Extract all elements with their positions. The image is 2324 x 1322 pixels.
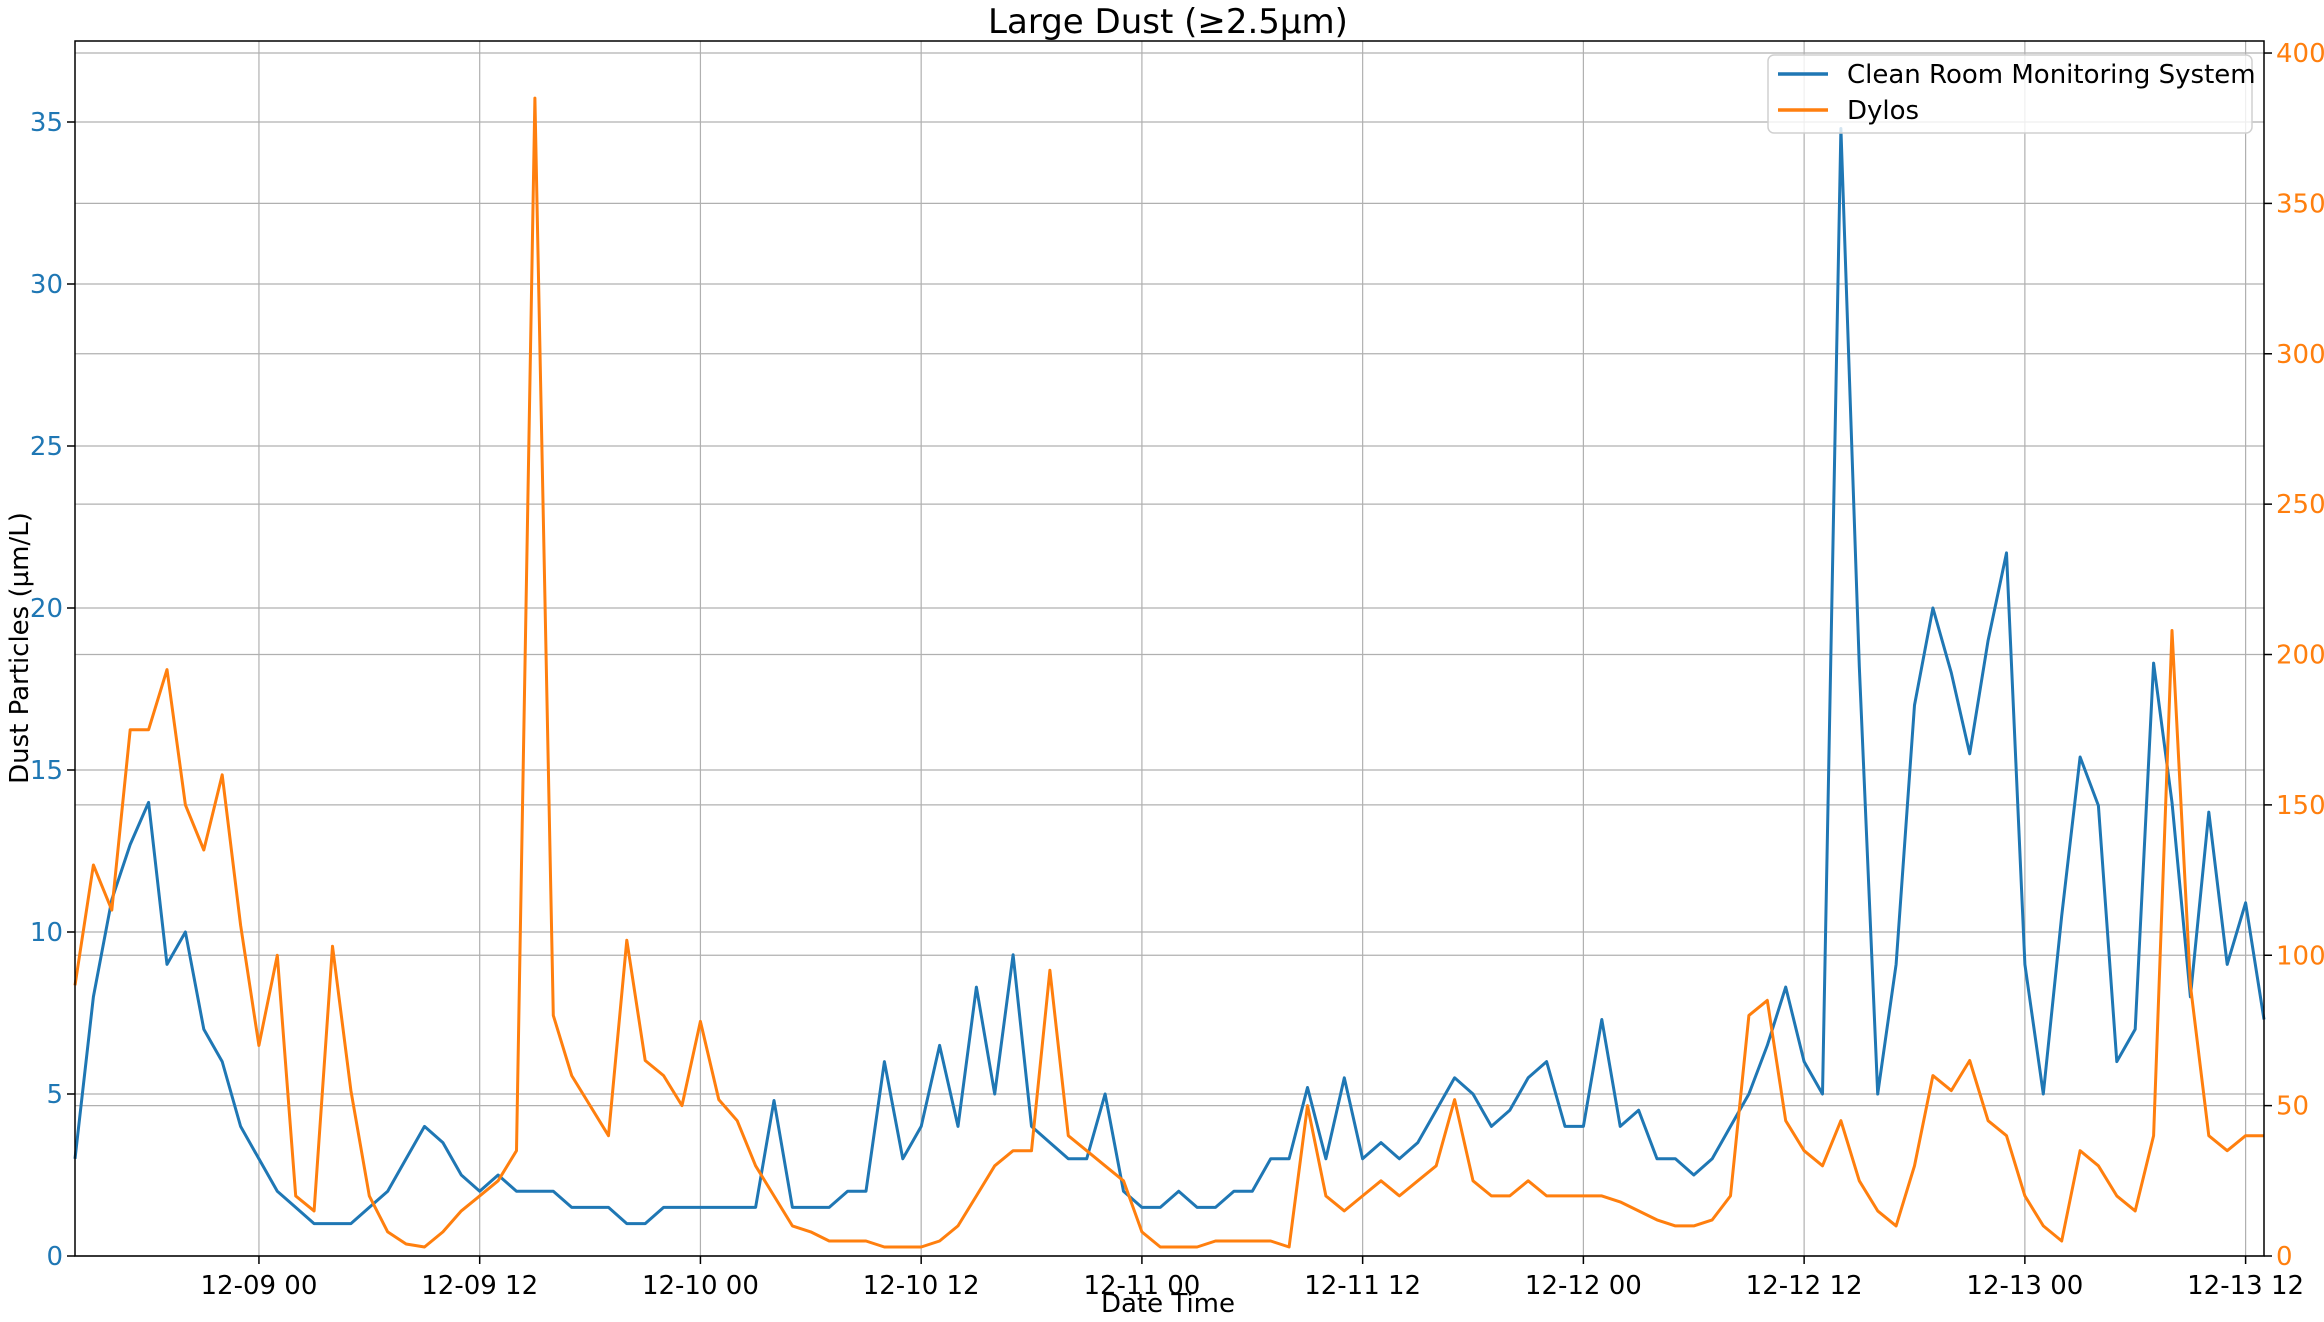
- legend-label-dylos: Dylos: [1847, 96, 1919, 126]
- y-axis-left-ticks: 0 5 10 15 20 25 30 35: [30, 108, 75, 1272]
- y-right-tick-label: 300: [2276, 340, 2324, 370]
- y-left-tick-label: 5: [46, 1080, 63, 1110]
- series-line-crms: [73, 127, 2266, 1226]
- series-lines: [73, 96, 2266, 1249]
- x-tick-label: 12-12 12: [1746, 1271, 1863, 1301]
- y-right-tick-label: 400: [2276, 39, 2324, 69]
- y-left-tick-label: 35: [30, 108, 63, 138]
- x-tick-label: 12-13 00: [1966, 1271, 2083, 1301]
- y-left-tick-label: 0: [46, 1242, 63, 1272]
- x-tick-label: 12-09 00: [200, 1271, 317, 1301]
- legend: Clean Room Monitoring System Dylos: [1767, 54, 2256, 134]
- series-line-dylos: [73, 96, 2264, 1249]
- y-right-tick-label: 150: [2276, 791, 2324, 821]
- y-left-tick-label: 25: [30, 432, 63, 462]
- y-left-tick-label: 30: [30, 270, 63, 300]
- x-tick-label: 12-11 12: [1304, 1271, 1421, 1301]
- y-left-tick-label: 10: [30, 918, 63, 948]
- y-right-tick-label: 200: [2276, 641, 2324, 671]
- plot-frame: [74, 40, 2265, 1257]
- x-tick-label: 12-12 00: [1525, 1271, 1642, 1301]
- legend-label-crms: Clean Room Monitoring System: [1847, 60, 2256, 90]
- x-tick-label: 12-10 00: [642, 1271, 759, 1301]
- legend-box: [1767, 54, 2253, 134]
- y-right-tick-label: 350: [2276, 189, 2324, 219]
- y-right-tick-label: 100: [2276, 941, 2324, 971]
- y-right-tick-label: 250: [2276, 490, 2324, 520]
- chart-title: Large Dust (≥2.5µm): [988, 2, 1348, 42]
- x-axis-ticks: 12-09 00 12-09 12 12-10 00 12-10 12 12-11 00…: [200, 1256, 2304, 1301]
- y-axis-right-ticks: 0 50 100 150 200 250 300 350 400: [2264, 39, 2324, 1272]
- y-right-tick-label: 50: [2276, 1092, 2309, 1122]
- x-tick-label: 12-13 12: [2187, 1271, 2304, 1301]
- y-left-tick-label: 20: [30, 594, 63, 624]
- y-left-tick-label: 15: [30, 756, 63, 786]
- grid-lines: [75, 41, 2264, 1257]
- x-tick-label: 12-10 12: [863, 1271, 980, 1301]
- x-tick-label: 12-11 00: [1083, 1271, 1200, 1301]
- y-right-tick-label: 0: [2276, 1242, 2293, 1272]
- x-axis-label: Date Time: [1101, 1289, 1235, 1319]
- x-tick-label: 12-09 12: [421, 1271, 538, 1301]
- y-axis-label: Dust Particles (µm/L): [5, 512, 35, 784]
